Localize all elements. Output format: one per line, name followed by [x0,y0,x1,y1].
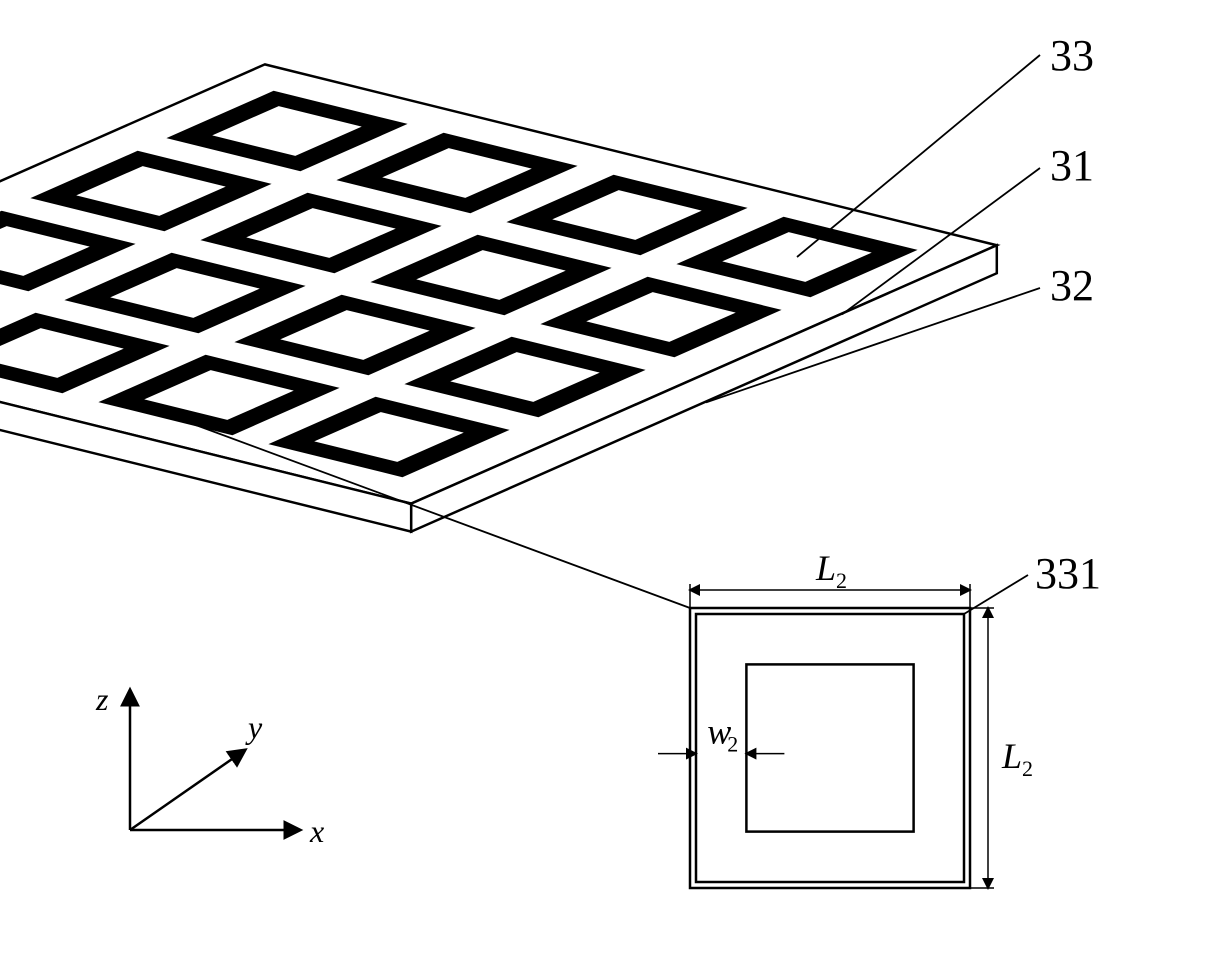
label-L2-right: L2 [1001,736,1033,781]
leader-331 [964,575,1028,614]
label-31: 31 [1050,141,1094,190]
label-w2: w2 [707,712,738,757]
label-32: 32 [1050,261,1094,310]
axis-y [130,750,245,830]
label-L2-top: L2 [815,548,847,593]
svg-text:2: 2 [836,568,847,593]
label-331: 331 [1035,549,1101,598]
svg-text:2: 2 [727,732,738,757]
axis-label-y: y [245,709,263,745]
svg-text:L: L [1001,736,1022,776]
label-33: 33 [1050,31,1094,80]
svg-text:L: L [815,548,836,588]
svg-text:2: 2 [1022,756,1033,781]
axis-label-x: x [309,813,324,849]
axis-label-z: z [95,681,109,717]
detail-ring-inner [746,664,913,831]
